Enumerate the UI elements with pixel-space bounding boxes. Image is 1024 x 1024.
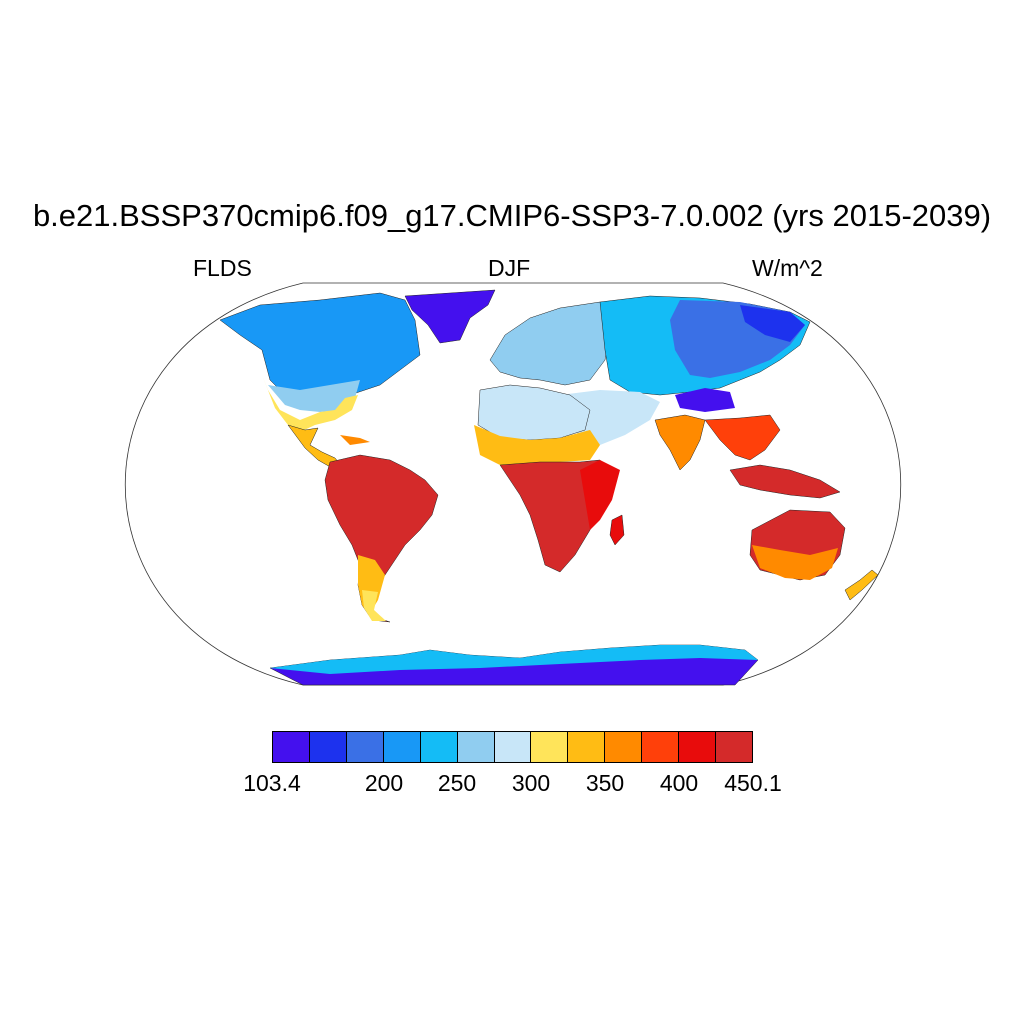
colorbar-swatch — [679, 732, 717, 762]
colorbar-label-max: 450.1 — [724, 770, 782, 796]
region-india — [654, 414, 706, 471]
colorbar-label-250: 250 — [437, 770, 477, 796]
season-label: DJF — [488, 255, 531, 281]
region-south-america — [324, 454, 439, 623]
colorbar-swatch — [531, 732, 569, 762]
region-tibet — [675, 388, 735, 412]
region-sahel — [474, 425, 600, 465]
region-north-africa — [477, 384, 591, 441]
region-indonesia — [729, 464, 841, 499]
colorbar-swatch — [383, 732, 421, 762]
colorbar-swatch — [494, 732, 532, 762]
variable-label: FLDS — [193, 255, 252, 281]
region-australia-south — [752, 545, 838, 580]
colorbar-swatch — [309, 732, 347, 762]
colorbar-label-200: 200 — [364, 770, 404, 796]
region-north-america-warm — [262, 375, 358, 432]
colorbar-swatch — [457, 732, 495, 762]
region-middle-east — [560, 390, 660, 445]
region-southeast-asia — [704, 414, 781, 461]
region-caribbean — [340, 435, 370, 445]
colorbar-label-350: 350 — [585, 770, 625, 796]
region-central-america — [287, 424, 346, 471]
colorbar-label-min: 103.4 — [243, 770, 301, 796]
colorbar — [272, 731, 753, 763]
colorbar-swatch — [346, 732, 384, 762]
colorbar-swatch — [642, 732, 680, 762]
region-greenland — [404, 289, 496, 344]
units-label: W/m^2 — [752, 255, 823, 281]
colorbar-label-400: 400 — [659, 770, 699, 796]
region-europe — [489, 301, 611, 386]
colorbar-swatch — [716, 732, 752, 762]
colorbar-swatch — [605, 732, 643, 762]
region-north-america-south — [268, 380, 360, 412]
region-madagascar — [609, 514, 625, 546]
region-east-africa — [580, 460, 620, 530]
region-north-america-north — [219, 292, 421, 406]
colorbar-swatch — [420, 732, 458, 762]
region-east-siberia — [740, 305, 805, 342]
region-central-africa — [499, 459, 611, 573]
plot-title: b.e21.BSSP370cmip6.f09_g17.CMIP6-SSP3-7.… — [32, 198, 992, 233]
colorbar-swatch — [273, 732, 310, 762]
region-patagonia — [362, 590, 386, 621]
colorbar-label-300: 300 — [511, 770, 551, 796]
colorbar-swatch — [568, 732, 606, 762]
region-antarctica-edge — [270, 645, 758, 674]
region-new-zealand — [844, 569, 879, 601]
